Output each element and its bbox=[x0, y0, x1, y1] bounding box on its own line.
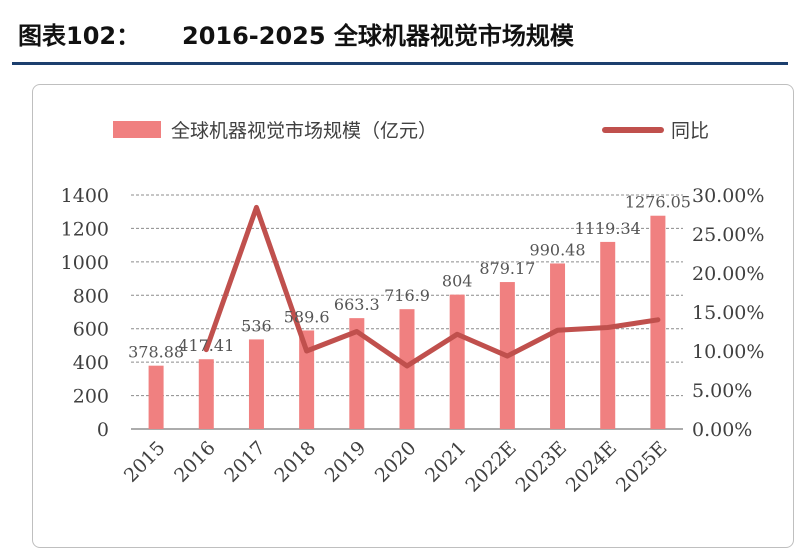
figure-label: 图表102： bbox=[18, 22, 141, 50]
bar bbox=[600, 241, 616, 429]
data-label: 879.17 bbox=[479, 259, 535, 278]
x-tick-label: 2019 bbox=[321, 437, 371, 487]
bar bbox=[349, 318, 365, 429]
left-tick-label: 1000 bbox=[61, 252, 109, 274]
x-axis: 2015 2016 2017 2018 2019 2020 20212022E2023E20… bbox=[120, 437, 672, 497]
left-tick-label: 600 bbox=[73, 319, 109, 341]
x-tick-label: 2022E bbox=[461, 437, 521, 497]
bar bbox=[248, 339, 264, 429]
right-tick-label: 20.00% bbox=[692, 263, 764, 285]
data-label: 1276.05 bbox=[625, 193, 691, 212]
left-tick-label: 1400 bbox=[61, 185, 109, 207]
data-label: 378.88 bbox=[128, 343, 184, 362]
chart-svg: 全球机器视觉市场规模（亿元） 同比 0 200 400 600 800 1000 1200 1… bbox=[61, 120, 765, 497]
x-tick-label: 2016 bbox=[170, 437, 220, 487]
x-tick-label: 2024E bbox=[562, 437, 622, 497]
bar bbox=[650, 215, 666, 429]
data-label: 716.9 bbox=[384, 286, 430, 305]
legend: 全球机器视觉市场规模（亿元） 同比 bbox=[113, 120, 709, 142]
legend-bar-label: 全球机器视觉市场规模（亿元） bbox=[171, 120, 437, 142]
data-label: 1119.34 bbox=[575, 219, 641, 238]
right-tick-label: 10.00% bbox=[692, 341, 764, 363]
data-label: 663.3 bbox=[334, 295, 380, 314]
bar bbox=[148, 365, 164, 429]
data-label: 417.41 bbox=[178, 336, 234, 355]
right-tick-label: 25.00% bbox=[692, 224, 764, 246]
x-tick-label: 2017 bbox=[220, 437, 270, 487]
left-tick-label: 0 bbox=[97, 419, 109, 441]
chart-container: 全球机器视觉市场规模（亿元） 同比 0 200 400 600 800 1000 1200 1… bbox=[32, 84, 794, 548]
title-bar: 图表102： 2016-2025 全球机器视觉市场规模 bbox=[12, 6, 788, 65]
x-tick-label: 2015 bbox=[120, 437, 170, 487]
x-tick-label: 2018 bbox=[270, 437, 320, 487]
bar bbox=[198, 359, 214, 429]
right-tick-label: 15.00% bbox=[692, 302, 764, 324]
right-tick-label: 30.00% bbox=[692, 185, 764, 207]
right-tick-label: 0.00% bbox=[692, 419, 752, 441]
data-label: 589.6 bbox=[284, 307, 330, 326]
bar bbox=[399, 309, 415, 429]
right-tick-label: 5.00% bbox=[692, 380, 752, 402]
left-tick-label: 400 bbox=[73, 352, 109, 374]
bar-series bbox=[148, 215, 666, 429]
line-series bbox=[203, 204, 661, 369]
legend-bar-swatch bbox=[113, 121, 161, 138]
data-label: 804 bbox=[442, 272, 473, 291]
x-tick-label: 2025E bbox=[612, 437, 672, 497]
left-axis: 0 200 400 600 800 1000 1200 1400 bbox=[61, 185, 109, 441]
legend-line-label: 同比 bbox=[671, 120, 709, 142]
right-axis: 0.00% 5.00% 10.00% 15.00% 20.00% 25.00% 30.00% bbox=[692, 185, 764, 441]
yoy-line bbox=[203, 204, 661, 369]
x-tick-label: 2020 bbox=[371, 437, 421, 487]
x-tick-label: 2023E bbox=[512, 437, 572, 497]
bar bbox=[550, 263, 566, 429]
figure-title: 2016-2025 全球机器视觉市场规模 bbox=[182, 22, 574, 50]
left-tick-label: 800 bbox=[73, 285, 109, 307]
data-label: 990.48 bbox=[530, 240, 586, 259]
bar bbox=[299, 330, 315, 429]
data-label: 536 bbox=[241, 316, 272, 335]
left-tick-label: 200 bbox=[73, 386, 109, 408]
left-tick-label: 1200 bbox=[61, 218, 109, 240]
bar bbox=[449, 294, 465, 429]
